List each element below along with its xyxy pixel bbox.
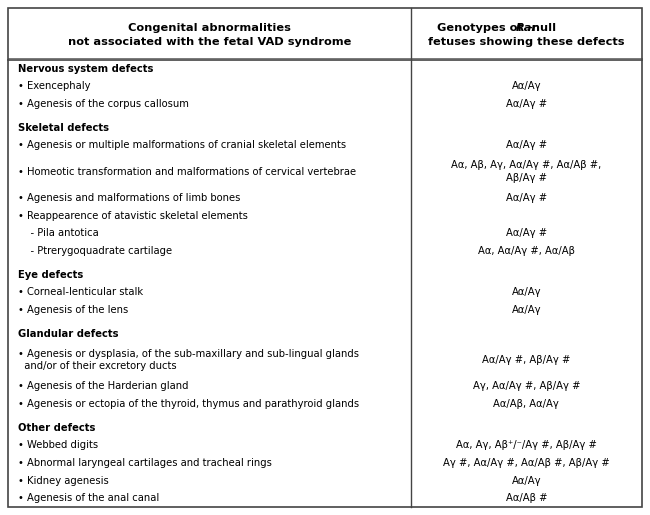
Text: not associated with the fetal VAD syndrome: not associated with the fetal VAD syndro… (68, 37, 351, 47)
Text: Aα/Aβ #: Aα/Aβ # (506, 493, 547, 503)
Text: Aα/Aγ: Aα/Aγ (512, 475, 541, 486)
Text: • Exencephaly: • Exencephaly (18, 81, 90, 91)
Text: • Agenesis of the anal canal: • Agenesis of the anal canal (18, 493, 159, 503)
Text: Glandular defects: Glandular defects (18, 329, 118, 339)
Text: • Agenesis or ectopia of the thyroid, thymus and parathyroid glands: • Agenesis or ectopia of the thyroid, th… (18, 399, 359, 409)
Text: Other defects: Other defects (18, 423, 96, 433)
Text: Aα/Aγ: Aα/Aγ (512, 305, 541, 315)
Text: Aα, Aβ, Aγ, Aα/Aγ #, Aα/Aβ #,
Aβ/Aγ #: Aα, Aβ, Aγ, Aα/Aγ #, Aα/Aβ #, Aβ/Aγ # (451, 160, 601, 183)
Text: Congenital abnormalities: Congenital abnormalities (128, 23, 291, 33)
Text: • Webbed digits: • Webbed digits (18, 440, 98, 451)
Text: • Agenesis of the corpus callosum: • Agenesis of the corpus callosum (18, 99, 189, 109)
Text: Aα, Aα/Aγ #, Aα/Aβ: Aα, Aα/Aγ #, Aα/Aβ (478, 246, 575, 256)
Text: - Pila antotica: - Pila antotica (18, 228, 99, 238)
Text: • Homeotic transformation and malformations of cervical vertebrae: • Homeotic transformation and malformati… (18, 167, 356, 177)
Text: Aα/Aγ #: Aα/Aγ # (506, 228, 547, 238)
Text: • Agenesis and malformations of limb bones: • Agenesis and malformations of limb bon… (18, 193, 240, 203)
Text: - Ptrerygoquadrate cartilage: - Ptrerygoquadrate cartilage (18, 246, 172, 256)
Text: Aα, Aγ, Aβ⁺/⁻/Aγ #, Aβ/Aγ #: Aα, Aγ, Aβ⁺/⁻/Aγ #, Aβ/Aγ # (456, 440, 597, 451)
Text: • Reappearence of atavistic skeletal elements: • Reappearence of atavistic skeletal ele… (18, 211, 248, 221)
Text: Aα/Aγ: Aα/Aγ (512, 287, 541, 297)
Text: Aα/Aβ, Aα/Aγ: Aα/Aβ, Aα/Aγ (493, 399, 559, 409)
Text: Aα/Aγ #: Aα/Aγ # (506, 99, 547, 109)
Text: fetuses showing these defects: fetuses showing these defects (428, 37, 625, 47)
Text: Aγ #, Aα/Aγ #, Aα/Aβ #, Aβ/Aγ #: Aγ #, Aα/Aγ #, Aα/Aβ #, Aβ/Aγ # (443, 458, 610, 468)
Text: Aα/Aγ #: Aα/Aγ # (506, 141, 547, 150)
Text: • Kidney agenesis: • Kidney agenesis (18, 475, 109, 486)
Text: • Agenesis or dysplasia, of the sub-maxillary and sub-lingual glands
  and/or of: • Agenesis or dysplasia, of the sub-maxi… (18, 349, 359, 371)
Text: –null: –null (526, 23, 556, 33)
Text: Skeletal defects: Skeletal defects (18, 123, 109, 133)
Text: Aγ, Aα/Aγ #, Aβ/Aγ #: Aγ, Aα/Aγ #, Aβ/Aγ # (473, 382, 580, 391)
Text: Rar: Rar (515, 23, 538, 33)
Text: Nervous system defects: Nervous system defects (18, 64, 153, 74)
Text: • Abnormal laryngeal cartilages and tracheal rings: • Abnormal laryngeal cartilages and trac… (18, 458, 272, 468)
Text: Aα/Aγ #: Aα/Aγ # (506, 193, 547, 203)
Text: • Agenesis of the lens: • Agenesis of the lens (18, 305, 128, 315)
Text: Aα/Aγ: Aα/Aγ (512, 81, 541, 91)
Text: • Agenesis or multiple malformations of cranial skeletal elements: • Agenesis or multiple malformations of … (18, 141, 346, 150)
Text: Genotypes of: Genotypes of (437, 23, 526, 33)
Text: • Corneal-lenticular stalk: • Corneal-lenticular stalk (18, 287, 143, 297)
Text: • Agenesis of the Harderian gland: • Agenesis of the Harderian gland (18, 382, 188, 391)
Text: Aα/Aγ #, Aβ/Aγ #: Aα/Aγ #, Aβ/Aγ # (482, 355, 571, 365)
Text: Eye defects: Eye defects (18, 270, 83, 280)
